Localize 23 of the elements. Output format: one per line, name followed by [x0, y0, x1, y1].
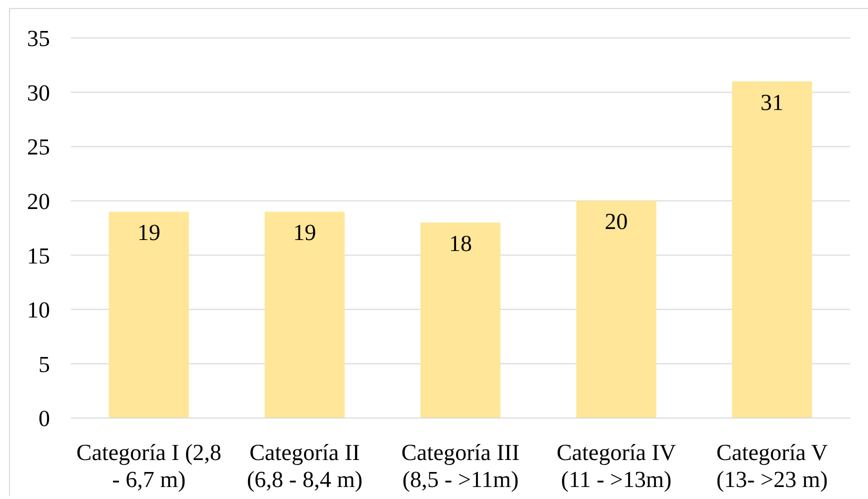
y-tick-label: 0 [38, 406, 50, 432]
y-tick-label: 20 [27, 189, 50, 214]
data-label: 31 [760, 90, 784, 115]
y-tick-label: 25 [27, 134, 50, 160]
x-tick-label: Categoría II (6,8 - 8,4 m) [246, 440, 363, 492]
y-tick-label: 35 [27, 26, 50, 52]
bar [264, 212, 345, 418]
x-tick-label: Categoría V (13- >23 m) [716, 440, 828, 492]
y-tick-label: 5 [38, 352, 50, 377]
bar [420, 222, 500, 418]
data-label: 19 [137, 220, 160, 246]
x-tick-label: Categoría III (8,5 - >11m) [401, 440, 520, 492]
bar [108, 212, 189, 418]
bar [732, 81, 812, 418]
y-tick-label: 10 [27, 298, 50, 323]
y-tick-label: 30 [27, 80, 50, 106]
data-label: 20 [604, 209, 628, 234]
y-tick-label: 15 [27, 243, 50, 268]
data-label: 18 [448, 230, 472, 256]
data-label: 19 [293, 220, 316, 246]
bar [576, 200, 656, 418]
x-tick-label: Categoría I (2,8 - 6,7 m) [76, 440, 222, 492]
x-tick-label: Categoría IV (11 - >13m) [556, 440, 676, 492]
